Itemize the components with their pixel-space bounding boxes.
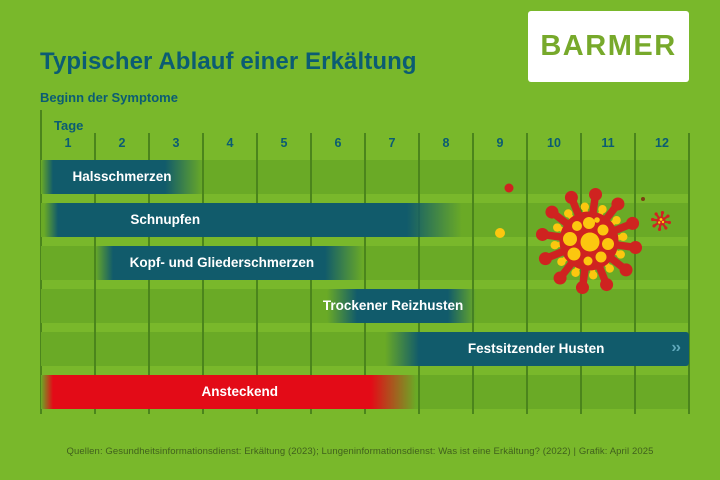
bar-trockener-reizhusten: Trockener Reizhusten [323, 289, 476, 323]
bar-label-halsschmerzen: Halsschmerzen [72, 169, 172, 184]
gridline-day-boundary [688, 133, 690, 414]
bar-label-schnupfen: Schnupfen [130, 212, 201, 227]
gridline-day-boundary [364, 133, 366, 414]
bar-label-trockener-reizhusten: Trockener Reizhusten [322, 298, 464, 313]
bar-kopf-und-gliederschmerzen: Kopf- und Gliederschmerzen [95, 246, 363, 280]
day-label-12: 12 [655, 136, 669, 150]
bar-schnupfen: Schnupfen [44, 203, 463, 237]
day-label-2: 2 [118, 136, 126, 150]
gridline-day-boundary [418, 133, 420, 414]
barmer-logo: BARMER [528, 11, 689, 82]
day-label-10: 10 [547, 136, 561, 150]
page-title: Typischer Ablauf einer Erkältung [40, 48, 417, 76]
day-label-9: 9 [496, 136, 504, 150]
bar-label-ansteckend: Ansteckend [201, 384, 278, 399]
bar-festsitzender-husten: Festsitzender Husten ›› [384, 332, 689, 366]
day-label-3: 3 [172, 136, 180, 150]
barmer-logo-text: BARMER [540, 30, 677, 62]
gridline-day-boundary [634, 133, 636, 414]
gridline-day-boundary [472, 133, 474, 414]
symptom-onset-label: Beginn der Symptome [40, 90, 178, 105]
day-label-6: 6 [334, 136, 342, 150]
bar-halsschmerzen: Halsschmerzen [41, 160, 203, 194]
day-label-1: 1 [64, 136, 72, 150]
bar-label-festsitzender-husten: Festsitzender Husten [467, 341, 605, 356]
day-label-4: 4 [226, 136, 234, 150]
source-note: Quellen: Gesundheitsinformationsdienst: … [66, 446, 654, 457]
small-dark-dot-icon [641, 197, 645, 201]
day-label-5: 5 [280, 136, 288, 150]
gridline-day-boundary [580, 133, 582, 414]
bar-ansteckend: Ansteckend [41, 375, 416, 409]
day-label-8: 8 [442, 136, 450, 150]
axis-unit-label: Tage [54, 118, 84, 133]
bar-label-kopf-und-gliederschmerzen: Kopf- und Gliederschmerzen [129, 255, 315, 270]
gridline-day-boundary [526, 133, 528, 414]
continues-arrow-icon: ›› [671, 339, 681, 356]
day-label-11: 11 [601, 136, 615, 150]
day-label-7: 7 [388, 136, 396, 150]
